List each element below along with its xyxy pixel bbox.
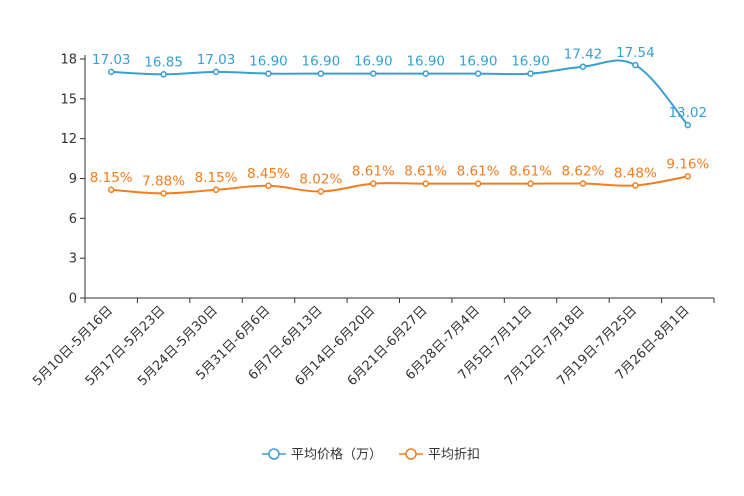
data-point[interactable] (370, 70, 377, 77)
data-point[interactable] (422, 180, 429, 187)
y-tick-label: 18 (60, 53, 77, 68)
data-point[interactable] (265, 182, 272, 190)
data-point[interactable] (107, 186, 115, 194)
data-point[interactable] (160, 71, 167, 78)
data-label: 17.54 (616, 45, 655, 61)
axes: 03691215185月10日-5月16日5月17日-5月23日5月24日-5月… (30, 53, 715, 389)
data-label: 8.62% (562, 164, 605, 180)
data-point[interactable] (265, 70, 272, 77)
legend-marker-icon (405, 448, 417, 460)
data-point[interactable] (632, 61, 639, 69)
data-label: 8.45% (247, 166, 290, 182)
y-tick-label: 0 (69, 292, 77, 307)
data-label: 16.90 (302, 54, 341, 70)
data-label: 16.90 (406, 54, 445, 70)
series-avg-discount: 8.15% 7.88% 8.15% 8.45% 8.02% 8.61% 8.61% 8.61%… (90, 156, 709, 197)
y-tick-label: 6 (69, 212, 77, 227)
data-label: 8.02% (299, 172, 342, 188)
data-point[interactable] (212, 68, 220, 76)
data-point[interactable] (527, 70, 534, 77)
series-line (111, 175, 688, 195)
y-tick-label: 9 (69, 172, 77, 187)
data-point[interactable] (474, 70, 482, 77)
data-label: 16.90 (459, 54, 498, 70)
data-label: 16.90 (354, 54, 393, 70)
series-layer: 17.03 16.85 17.03 16.90 16.90 16.90 16.90 16.90… (90, 45, 709, 197)
y-tick-label: 15 (60, 92, 77, 107)
data-label: 17.03 (92, 52, 131, 68)
data-label: 8.61% (404, 164, 447, 180)
data-label: 7.88% (142, 173, 185, 189)
data-label: 8.61% (509, 164, 552, 180)
data-point[interactable] (632, 182, 639, 189)
data-point[interactable] (160, 190, 167, 197)
series-avg-price: 17.03 16.85 17.03 16.90 16.90 16.90 16.90 16.90… (92, 45, 707, 129)
legend: 平均价格（万） 平均折扣 (262, 447, 480, 463)
data-label: 8.48% (614, 165, 657, 181)
data-label: 9.16% (666, 156, 709, 172)
data-point[interactable] (317, 70, 325, 77)
y-tick-label: 3 (69, 252, 77, 267)
legend-marker-icon (268, 448, 280, 460)
legend-item-avg-price[interactable]: 平均价格（万） (262, 447, 382, 463)
data-point[interactable] (527, 180, 534, 187)
data-point[interactable] (684, 173, 692, 180)
data-label: 8.61% (457, 164, 500, 180)
data-point[interactable] (370, 180, 377, 187)
data-point[interactable] (474, 180, 482, 187)
data-point[interactable] (317, 188, 325, 195)
data-label: 16.90 (511, 54, 550, 70)
data-point[interactable] (422, 70, 429, 77)
data-point[interactable] (579, 63, 587, 70)
data-label: 17.03 (197, 52, 236, 68)
data-point[interactable] (107, 68, 115, 76)
legend-label: 平均价格（万） (291, 447, 382, 463)
data-point[interactable] (579, 180, 587, 187)
legend-label: 平均折扣 (428, 448, 480, 463)
series-line (111, 59, 689, 126)
data-label: 13.02 (668, 105, 707, 121)
data-label: 8.61% (352, 164, 395, 180)
data-label: 8.15% (90, 170, 133, 186)
data-label: 16.85 (144, 54, 183, 70)
data-label: 8.15% (195, 170, 238, 186)
data-label: 16.90 (249, 54, 288, 70)
data-point[interactable] (212, 186, 220, 194)
data-point[interactable] (684, 121, 692, 129)
legend-item-avg-discount[interactable]: 平均折扣 (399, 448, 480, 463)
data-label: 17.42 (564, 47, 603, 63)
y-tick-label: 12 (60, 132, 77, 147)
